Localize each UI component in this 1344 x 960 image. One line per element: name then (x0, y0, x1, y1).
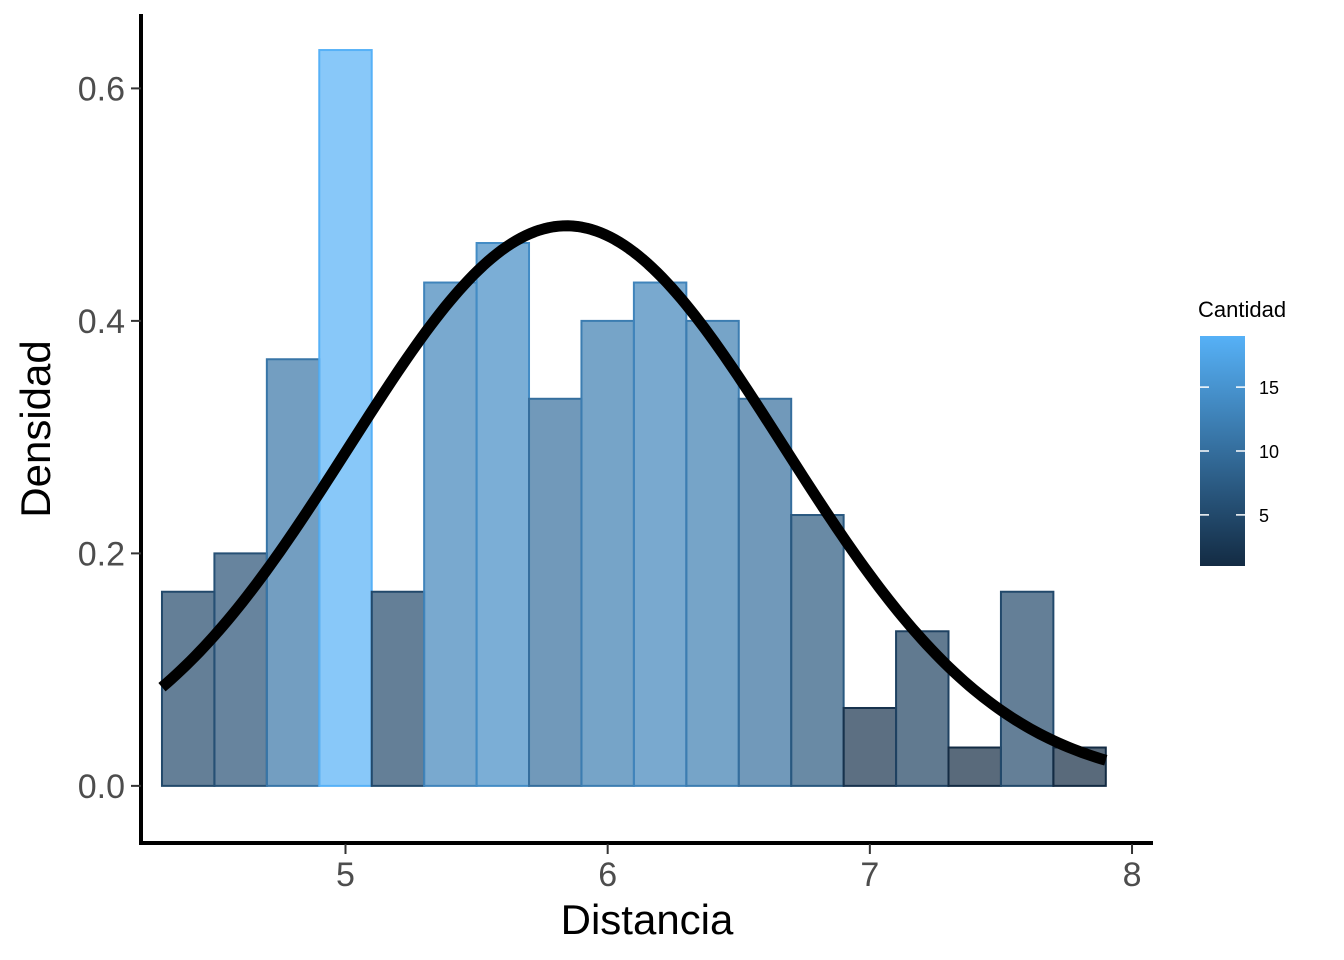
histogram-bar (370, 590, 426, 787)
y-tick-label: 0.4 (78, 303, 125, 341)
histogram-bar (213, 552, 268, 787)
histogram-bar (160, 590, 216, 787)
histogram-bar (842, 706, 898, 787)
y-axis-ticks: 0.0 0.2 0.4 0.6 (78, 70, 141, 806)
legend: Cantidad 5 10 15 (1198, 297, 1286, 566)
histogram-bar (737, 397, 793, 787)
histogram-bar (265, 358, 321, 787)
y-tick-label: 0.0 (78, 768, 125, 806)
histogram-bar (528, 397, 583, 787)
y-tick-label: 0.6 (78, 70, 125, 108)
legend-title: Cantidad (1198, 297, 1286, 322)
legend-ticks: 5 10 15 (1200, 378, 1279, 526)
histogram-bars (160, 49, 1107, 787)
x-tick-label: 8 (1123, 856, 1142, 894)
x-tick-label: 7 (860, 856, 879, 894)
y-axis-title: Densidad (12, 340, 59, 517)
histogram-bar (999, 590, 1055, 787)
histogram-bar (685, 319, 740, 787)
histogram-bar (632, 281, 688, 787)
histogram-bar (475, 242, 531, 787)
legend-tick-label: 5 (1259, 506, 1269, 526)
histogram-bar (790, 514, 845, 787)
density-curve (158, 220, 1108, 766)
x-axis-ticks: 5 6 7 8 (336, 844, 1141, 894)
histogram-bar (947, 746, 1002, 787)
legend-tick-label: 10 (1259, 442, 1279, 462)
y-tick-label: 0.2 (78, 535, 125, 573)
x-tick-label: 5 (336, 856, 355, 894)
histogram-bar (423, 281, 478, 787)
x-tick-label: 6 (598, 856, 617, 894)
legend-tick-label: 15 (1259, 378, 1279, 398)
x-axis-title: Distancia (561, 896, 734, 943)
histogram-bar (580, 319, 635, 787)
